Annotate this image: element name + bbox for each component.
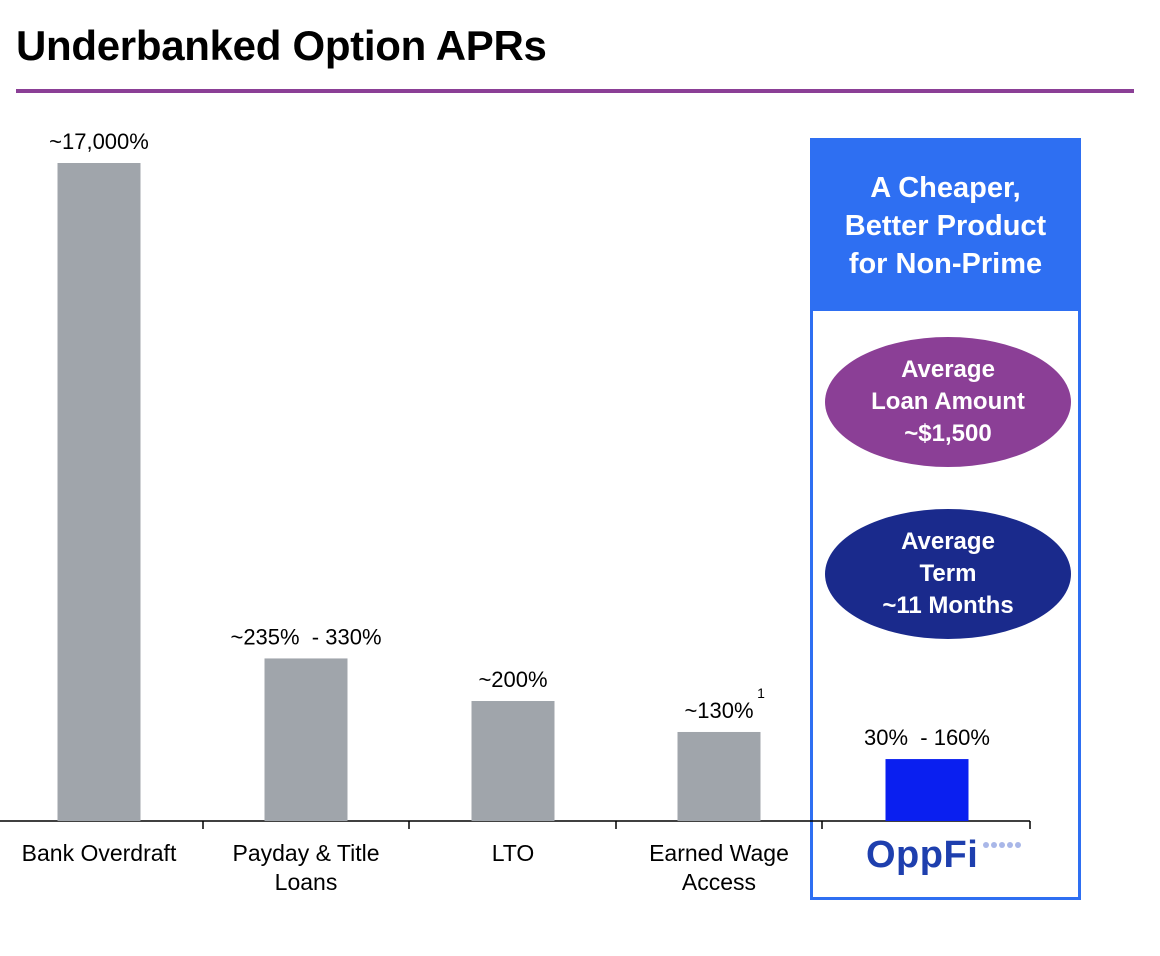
data-label: ~200%	[478, 667, 547, 692]
oppfi-panel: A Cheaper, Better Product for Non-Prime	[810, 138, 1081, 900]
panel-header: A Cheaper, Better Product for Non-Prime	[813, 141, 1078, 311]
dots-trail-icon	[983, 835, 1023, 853]
tick-label: Payday & Title	[232, 840, 379, 866]
tick-label: Earned Wage	[649, 840, 789, 866]
tick-label: Access	[682, 869, 756, 895]
bar-oppfi	[885, 759, 969, 821]
bar-payday-title-loans	[264, 658, 348, 821]
average-term-oval: Average Term ~11 Months	[825, 509, 1071, 639]
oppfi-logo: OppFi	[866, 834, 979, 876]
tick-label: Loans	[275, 869, 338, 895]
data-label: 30% - 160%	[864, 725, 990, 750]
data-label: ~235% - 330%	[230, 624, 381, 649]
bar-lto	[471, 701, 555, 821]
page-title: Underbanked Option APRs	[16, 22, 547, 69]
title-rule	[16, 89, 1134, 93]
footnote-marker: 1	[757, 685, 765, 701]
average-loan-amount-oval: Average Loan Amount ~$1,500	[825, 337, 1071, 467]
data-label: ~130%	[684, 698, 753, 723]
bar-bank-overdraft	[57, 163, 141, 821]
tick-label: Bank Overdraft	[22, 840, 177, 866]
data-label: ~17,000%	[49, 129, 149, 154]
bar-earned-wage-access	[677, 731, 761, 821]
tick-label: LTO	[492, 840, 535, 866]
